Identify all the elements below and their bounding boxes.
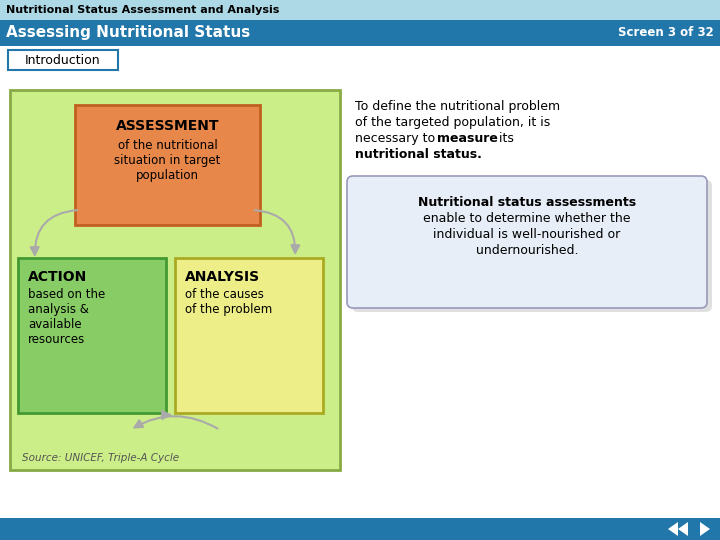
Bar	[0, 518, 720, 540]
Text: ASSESSMENT: ASSESSMENT	[116, 119, 220, 133]
Text: Source: UNICEF, Triple-A Cycle: Source: UNICEF, Triple-A Cycle	[22, 453, 179, 463]
Text: individual is well-nourished or: individual is well-nourished or	[433, 228, 621, 241]
Text: its: its	[495, 132, 514, 145]
Bar	[0, 0, 720, 20]
Text: based on the
analysis &
available
resources: based on the analysis & available resour…	[28, 288, 105, 346]
FancyBboxPatch shape	[352, 180, 712, 312]
Text: ANALYSIS: ANALYSIS	[185, 270, 260, 284]
Text: measure: measure	[437, 132, 498, 145]
Text: enable to determine whether the: enable to determine whether the	[423, 212, 631, 225]
FancyBboxPatch shape	[75, 105, 260, 225]
Text: of the targeted population, it is: of the targeted population, it is	[355, 116, 550, 129]
Text: Assessing Nutritional Status: Assessing Nutritional Status	[6, 25, 251, 40]
Polygon shape	[700, 522, 710, 536]
Text: Screen 3 of 32: Screen 3 of 32	[618, 26, 714, 39]
Text: nutritional status.: nutritional status.	[355, 148, 482, 161]
FancyBboxPatch shape	[347, 176, 707, 308]
Text: of the nutritional
situation in target
population: of the nutritional situation in target p…	[114, 139, 221, 182]
Bar	[0, 20, 720, 46]
Text: of the causes
of the problem: of the causes of the problem	[185, 288, 272, 316]
Text: To define the nutritional problem: To define the nutritional problem	[355, 100, 560, 113]
Text: necessary to: necessary to	[355, 132, 439, 145]
Text: Introduction: Introduction	[25, 53, 101, 66]
Text: Nutritional status assessments: Nutritional status assessments	[418, 196, 636, 209]
Text: undernourished.: undernourished.	[476, 244, 578, 257]
FancyBboxPatch shape	[18, 258, 166, 413]
Polygon shape	[678, 522, 688, 536]
Text: ACTION: ACTION	[28, 270, 87, 284]
FancyBboxPatch shape	[10, 90, 340, 470]
FancyBboxPatch shape	[8, 50, 118, 70]
FancyBboxPatch shape	[175, 258, 323, 413]
Text: Nutritional Status Assessment and Analysis: Nutritional Status Assessment and Analys…	[6, 5, 279, 15]
Polygon shape	[668, 522, 678, 536]
